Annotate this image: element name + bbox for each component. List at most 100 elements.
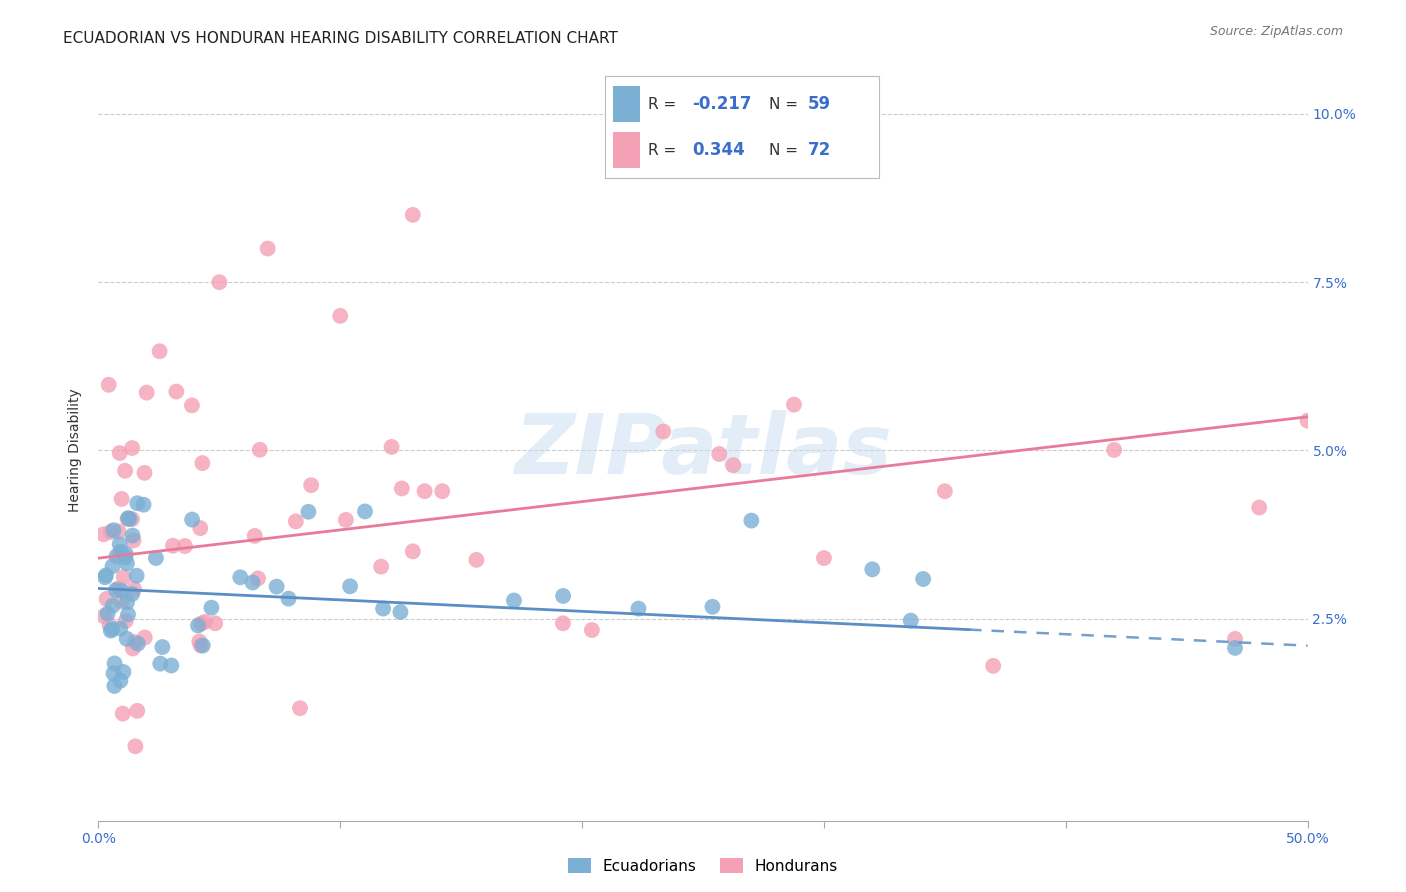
Point [339,579,361,593]
Point [329,309,352,323]
Point [104,582,127,597]
Point [765,140,787,154]
Point [266,580,288,594]
Point [813,551,835,566]
Point [370,559,392,574]
Point [127,637,149,651]
Point [1296,414,1319,428]
Point [121,528,143,542]
Point [249,442,271,457]
Point [194,615,217,629]
Point [103,657,125,671]
Point [912,572,935,586]
Point [108,545,131,559]
Point [204,616,226,631]
Point [103,523,125,537]
Point [122,533,145,548]
Point [181,512,204,526]
Point [709,447,731,461]
Point [162,539,184,553]
Text: ECUADORIAN VS HONDURAN HEARING DISABILITY CORRELATION CHART: ECUADORIAN VS HONDURAN HEARING DISABILIT… [63,31,619,46]
Point [702,599,724,614]
Point [335,513,357,527]
Point [112,665,135,679]
Text: -0.217: -0.217 [692,95,752,113]
Point [627,601,650,615]
Text: 59: 59 [807,95,831,113]
Text: Source: ZipAtlas.com: Source: ZipAtlas.com [1209,25,1343,38]
Point [97,377,120,392]
Point [93,527,115,541]
Point [110,673,132,688]
Point [242,575,264,590]
Point [121,441,143,455]
Point [299,478,322,492]
Point [174,539,197,553]
Point [115,595,138,609]
Text: N =: N = [769,143,803,158]
Point [94,570,117,584]
Point [108,446,131,460]
Point [277,591,299,606]
Point [121,512,143,526]
Text: 0.344: 0.344 [692,141,745,159]
FancyBboxPatch shape [613,87,640,122]
Point [187,618,209,632]
Point [652,425,675,439]
Point [165,384,187,399]
Point [581,623,603,637]
Point [112,570,135,584]
Point [783,398,806,412]
Point [110,545,132,559]
Point [115,557,138,571]
Point [190,639,212,653]
Point [101,559,124,574]
Point [150,640,173,654]
Point [934,484,956,499]
Text: 72: 72 [807,141,831,159]
Legend: Ecuadorians, Hondurans: Ecuadorians, Hondurans [562,852,844,880]
Point [149,657,172,671]
Point [181,398,204,412]
Point [96,591,118,606]
Point [110,491,132,506]
Point [134,466,156,480]
Point [465,553,488,567]
Point [551,616,574,631]
Point [553,589,575,603]
Point [354,504,377,518]
Point [98,618,121,632]
Point [100,524,122,539]
Point [191,456,214,470]
Point [118,512,141,526]
Point [371,601,394,615]
Point [127,496,149,510]
Point [114,464,136,478]
Point [114,614,136,628]
Point [243,529,266,543]
Text: ZIPatlas: ZIPatlas [515,410,891,491]
Point [122,641,145,656]
Point [114,547,136,561]
Point [145,551,167,566]
Point [100,624,122,638]
Point [402,208,425,222]
Point [402,544,425,558]
Point [381,440,404,454]
Point [981,658,1004,673]
Point [107,582,129,596]
Point [1102,442,1125,457]
Point [740,514,762,528]
Point [188,521,211,535]
Point [188,634,211,648]
Point [124,635,146,649]
Point [297,505,319,519]
Point [284,515,307,529]
Point [97,607,120,621]
Point [1223,640,1246,655]
Point [190,616,212,631]
Point [110,594,132,608]
Point [1223,632,1246,646]
Point [149,344,172,359]
Point [101,622,124,636]
